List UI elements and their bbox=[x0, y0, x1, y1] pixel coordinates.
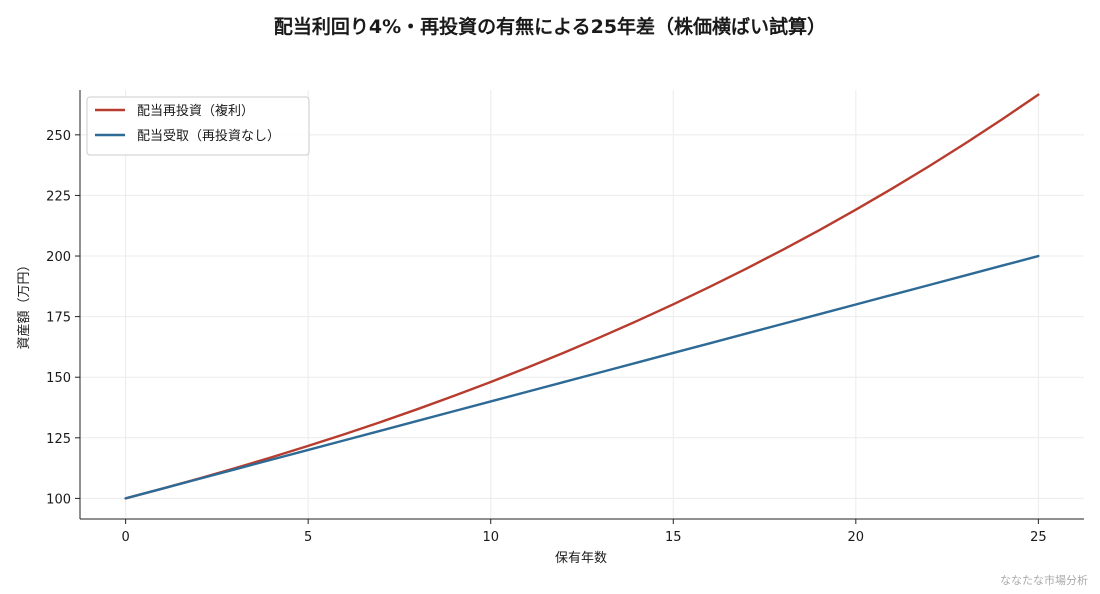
legend-label: 配当再投資（複利） bbox=[137, 103, 254, 119]
x-tick-label: 5 bbox=[304, 530, 312, 545]
chart-title: 配当利回り4%・再投資の有無による25年差（株価横ばい試算） bbox=[273, 16, 827, 38]
x-tick-label: 15 bbox=[665, 530, 682, 545]
y-tick-label: 225 bbox=[46, 189, 71, 204]
x-tick-label: 20 bbox=[848, 530, 865, 545]
x-tick-label: 25 bbox=[1030, 530, 1047, 545]
series-lines bbox=[124, 93, 1040, 500]
legend: 配当再投資（複利） 配当受取（再投資なし） bbox=[86, 96, 310, 156]
legend-box bbox=[86, 96, 310, 156]
x-tick-label: 0 bbox=[121, 530, 129, 545]
y-tick-label: 250 bbox=[46, 129, 71, 144]
axes bbox=[79, 90, 1084, 520]
series-line-2 bbox=[124, 254, 1040, 500]
series-line-1 bbox=[124, 93, 1040, 500]
y-tick-label: 150 bbox=[46, 371, 71, 386]
legend-label: 配当受取（再投資なし） bbox=[137, 128, 280, 144]
y-tick-label: 100 bbox=[46, 492, 71, 507]
x-tick-label: 10 bbox=[482, 530, 499, 545]
y-axis-label: 資産額（万円） bbox=[16, 258, 32, 349]
y-axis-ticks: 100 125 150 175 200 225 250 bbox=[46, 129, 80, 507]
y-tick-label: 200 bbox=[46, 250, 71, 265]
x-axis-ticks: 0 5 10 15 20 25 bbox=[121, 519, 1047, 545]
footer-credit: ななたな市場分析 bbox=[1000, 574, 1088, 587]
x-axis-label: 保有年数 bbox=[555, 551, 607, 566]
y-tick-label: 175 bbox=[46, 311, 71, 326]
y-tick-label: 125 bbox=[46, 432, 71, 447]
